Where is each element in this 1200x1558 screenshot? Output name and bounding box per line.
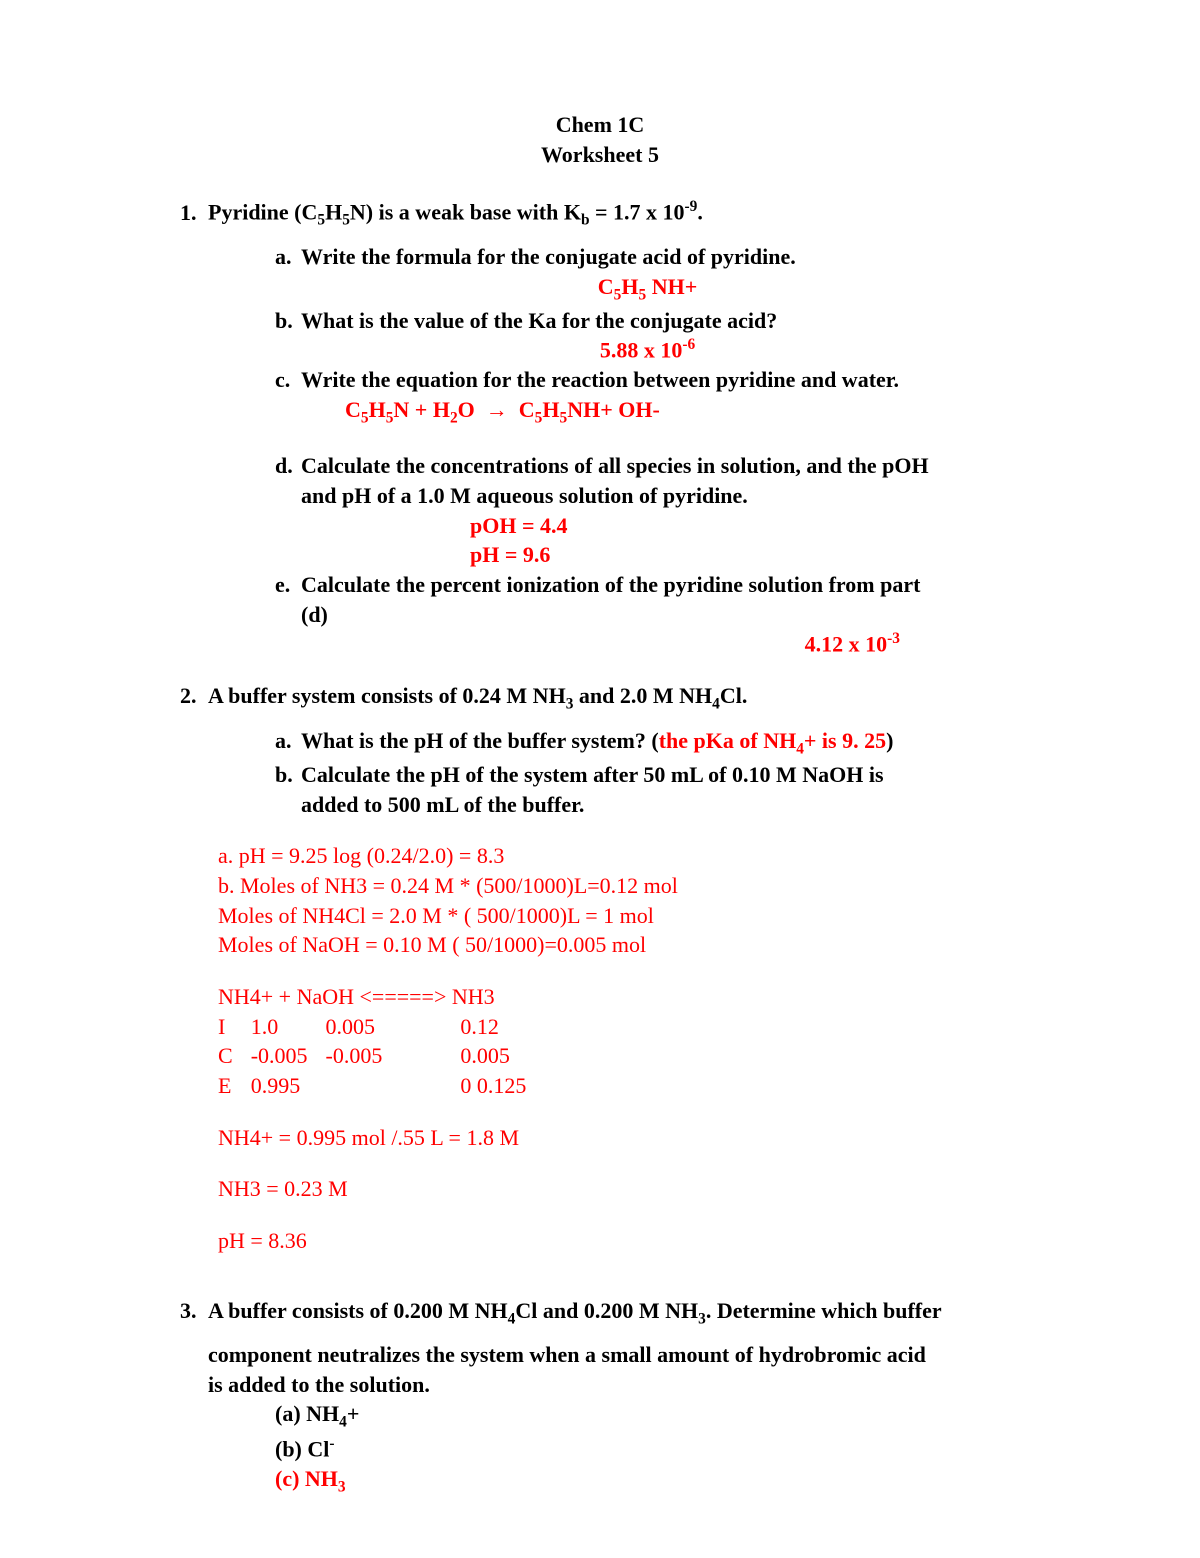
q3-line3: is added to the solution. bbox=[208, 1370, 1020, 1400]
ice-row-c: C-0.005-0.0050.005 bbox=[218, 1041, 544, 1071]
ice-row-e: E0.9950 0.125 bbox=[218, 1071, 544, 1101]
q3-line2: component neutralizes the system when a … bbox=[208, 1340, 1020, 1370]
q1a: a.Write the formula for the conjugate ac… bbox=[275, 242, 1020, 272]
q1-subparts: a.Write the formula for the conjugate ac… bbox=[275, 242, 1020, 660]
worksheet-page: Chem 1C Worksheet 5 1.Pyridine (C5H5N) i… bbox=[0, 0, 1200, 1558]
q3-choices: (a) NH4+ (b) Cl- (c) NH3 bbox=[275, 1399, 1020, 1497]
q1c-answer: C5H5N + H2O → C5H5NH+ OH- bbox=[345, 395, 1020, 429]
q3-choice-b: (b) Cl- bbox=[275, 1434, 1020, 1464]
title-block: Chem 1C Worksheet 5 bbox=[180, 110, 1020, 169]
q2-work-l3: Moles of NH4Cl = 2.0 M * ( 500/1000)L = … bbox=[218, 901, 1020, 931]
q3-choice-c: (c) NH3 bbox=[275, 1464, 1020, 1498]
q2-subparts: a.What is the pH of the buffer system? (… bbox=[275, 726, 1020, 820]
q1d-answer2: pH = 9.6 bbox=[470, 540, 1020, 570]
q2-work-l2: b. Moles of NH3 = 0.24 M * (500/1000)L=0… bbox=[218, 871, 1020, 901]
q2-work: a. pH = 9.25 log (0.24/2.0) = 8.3 b. Mol… bbox=[218, 841, 1020, 1256]
q2-work-l7: NH3 = 0.23 M bbox=[218, 1174, 1020, 1204]
q2-stem: 2.A buffer system consists of 0.24 M NH3… bbox=[180, 681, 1020, 715]
q2-number: 2. bbox=[180, 681, 208, 711]
q3-number: 3. bbox=[180, 1296, 208, 1326]
title-line-2: Worksheet 5 bbox=[180, 140, 1020, 170]
q1d: d.Calculate the concentrations of all sp… bbox=[275, 451, 1020, 481]
q2-work-l5: NH4+ + NaOH <=====> NH3 bbox=[218, 982, 1020, 1012]
q1b: b.What is the value of the Ka for the co… bbox=[275, 306, 1020, 336]
q2-work-l8: pH = 8.36 bbox=[218, 1226, 1020, 1256]
q1e-answer: 4.12 x 10-3 bbox=[275, 629, 1020, 659]
ice-row-i: I1.00.0050.12 bbox=[218, 1012, 544, 1042]
q2a: a.What is the pH of the buffer system? (… bbox=[275, 726, 1020, 760]
q1e-line2: (d) bbox=[301, 600, 1020, 630]
q2b-line2: added to 500 mL of the buffer. bbox=[301, 790, 1020, 820]
q1a-answer: C5H5 NH+ bbox=[275, 272, 1020, 306]
title-line-1: Chem 1C bbox=[180, 110, 1020, 140]
q1d-line2: and pH of a 1.0 M aqueous solution of py… bbox=[301, 481, 1020, 511]
q1b-answer: 5.88 x 10-6 bbox=[275, 335, 1020, 365]
q1d-answer1: pOH = 4.4 bbox=[470, 511, 1020, 541]
q1-stem: 1.Pyridine (C5H5N) is a weak base with K… bbox=[180, 197, 1020, 232]
q3-stem: 3.A buffer consists of 0.200 M NH4Cl and… bbox=[180, 1296, 1020, 1330]
q1e: e.Calculate the percent ionization of th… bbox=[275, 570, 1020, 600]
q1-number: 1. bbox=[180, 198, 208, 228]
q2-work-l1: a. pH = 9.25 log (0.24/2.0) = 8.3 bbox=[218, 841, 1020, 871]
ice-table: I1.00.0050.12 C-0.005-0.0050.005 E0.9950… bbox=[218, 1012, 544, 1101]
q1c: c.Write the equation for the reaction be… bbox=[275, 365, 1020, 395]
q2-work-l4: Moles of NaOH = 0.10 M ( 50/1000)=0.005 … bbox=[218, 930, 1020, 960]
q2-work-l6: NH4+ = 0.995 mol /.55 L = 1.8 M bbox=[218, 1123, 1020, 1153]
q2b: b.Calculate the pH of the system after 5… bbox=[275, 760, 1020, 790]
q3-choice-a: (a) NH4+ bbox=[275, 1399, 1020, 1433]
